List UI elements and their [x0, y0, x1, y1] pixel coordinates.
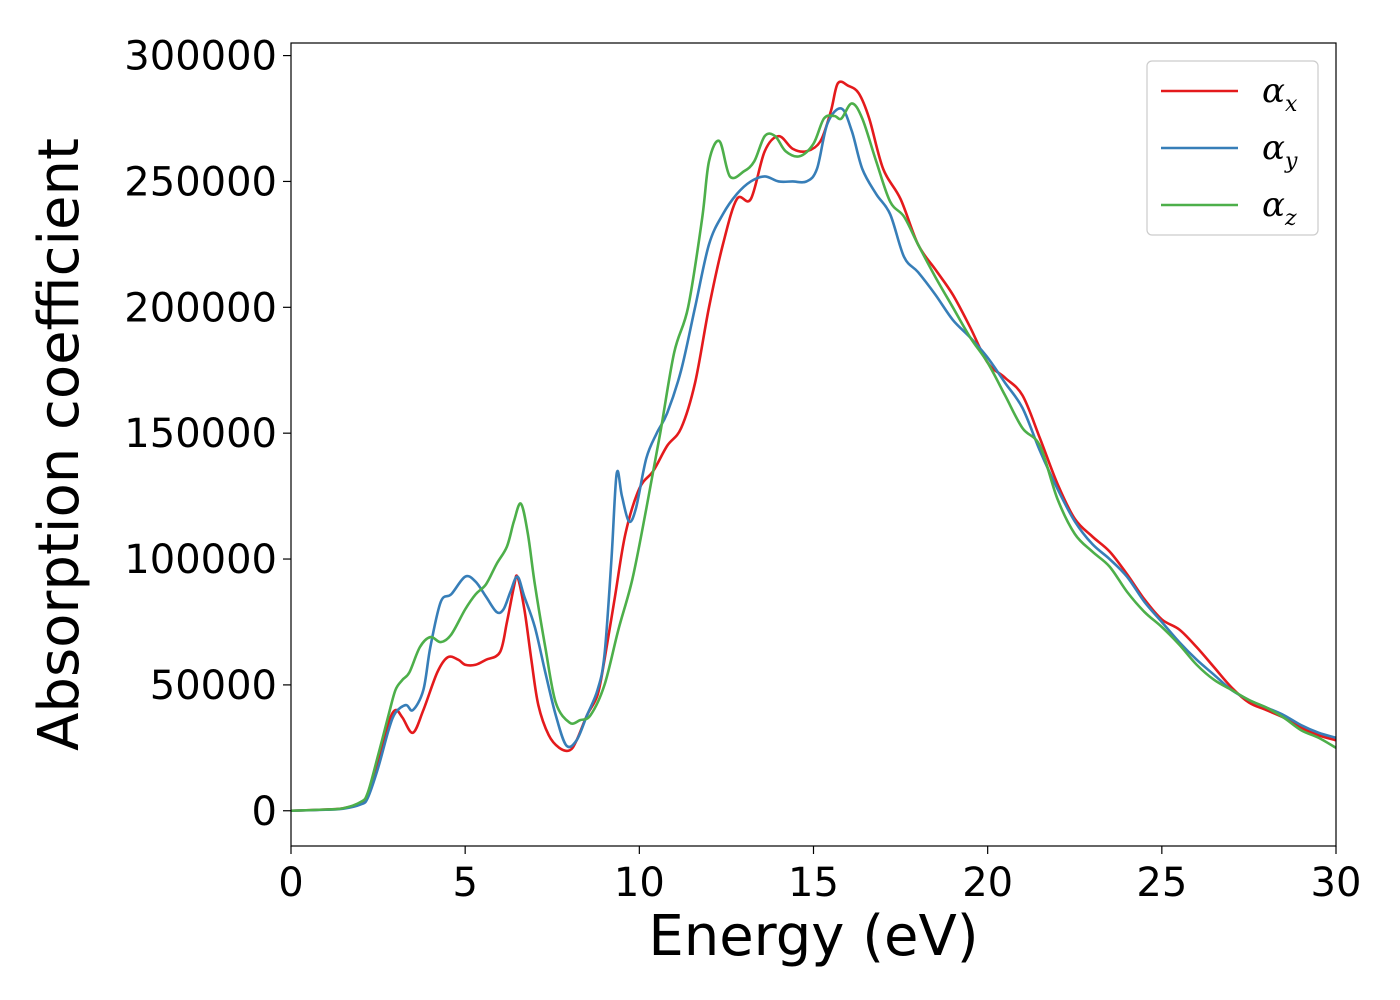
legend-entry-alpha-x: αx — [1262, 71, 1298, 117]
x-axis: 0 5 10 15 20 25 30 — [278, 846, 1361, 906]
y-axis: 0 50000 100000 150000 200000 250000 300000 — [124, 34, 291, 835]
y-tick-label: 150000 — [124, 411, 277, 457]
y-tick-label: 250000 — [124, 159, 277, 205]
legend-subscript: y — [1284, 149, 1298, 174]
x-tick-label: 30 — [1311, 860, 1362, 906]
y-tick-label: 0 — [252, 789, 277, 835]
series-line-alpha-z — [291, 102, 1336, 813]
legend-subscript: x — [1285, 92, 1298, 117]
x-tick-label: 20 — [962, 860, 1013, 906]
x-tick-label: 25 — [1136, 860, 1187, 906]
x-tick-label: 0 — [278, 860, 303, 906]
y-tick-label: 200000 — [124, 285, 277, 331]
y-axis-label: Absorption coefficient — [27, 138, 92, 751]
x-tick-label: 5 — [452, 860, 477, 906]
y-tick-label: 100000 — [124, 537, 277, 583]
legend-label: α — [1262, 71, 1285, 111]
series-line-alpha-y — [291, 107, 1336, 813]
legend-entry-alpha-z: αz — [1262, 185, 1297, 231]
x-tick-label: 15 — [788, 860, 839, 906]
x-tick-label: 10 — [614, 860, 665, 906]
series-line-alpha-x — [291, 80, 1336, 813]
y-tick-label: 50000 — [150, 663, 277, 709]
legend-label: α — [1262, 128, 1285, 168]
y-tick-label: 300000 — [124, 34, 277, 80]
legend-entry-alpha-y: αy — [1262, 128, 1298, 174]
series-layer — [291, 80, 1336, 813]
x-axis-label: Energy (eV) — [648, 904, 978, 969]
legend-label: α — [1262, 185, 1285, 225]
legend-subscript: z — [1284, 206, 1297, 231]
